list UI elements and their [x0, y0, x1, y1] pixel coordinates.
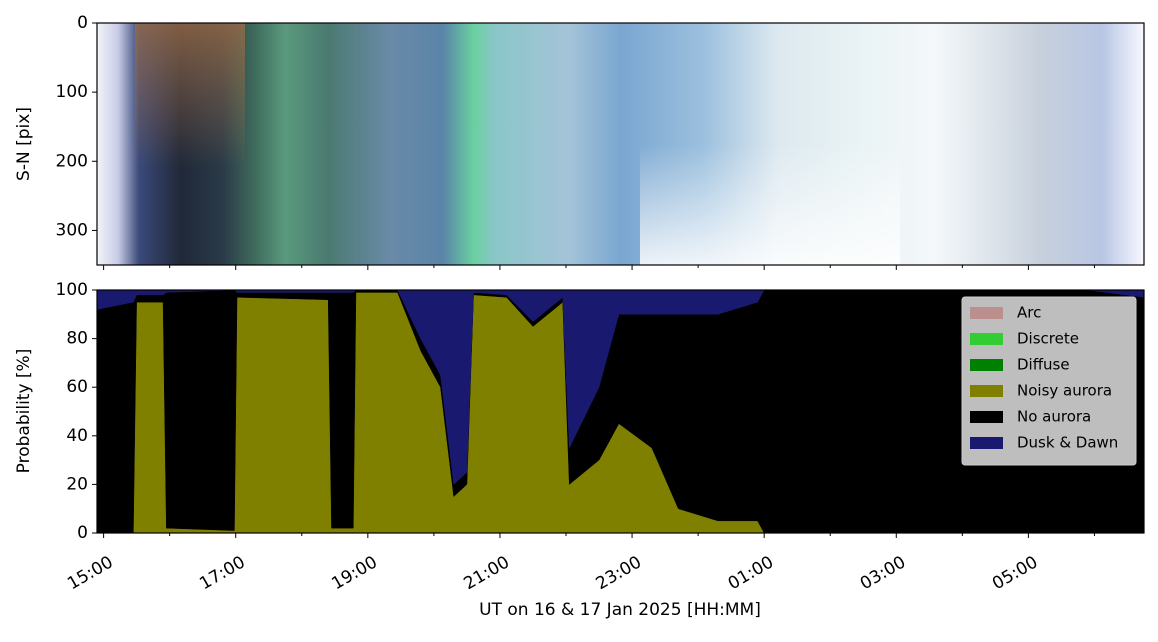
- legend-swatch: [970, 385, 1003, 397]
- keogram-fade: [640, 23, 900, 265]
- keogram-image: [97, 23, 1144, 265]
- keogram-tint: [135, 23, 245, 265]
- y-tick-label: 40: [66, 426, 88, 446]
- y-tick-label: 300: [56, 220, 88, 240]
- y-tick-label: 0: [77, 13, 88, 33]
- x-tick-label: 23:00: [593, 552, 645, 594]
- axes-frame: [96, 22, 1145, 266]
- y-tick-label: 0: [77, 523, 88, 543]
- x-tick-label: 21:00: [461, 552, 513, 594]
- y-tick-label: 20: [66, 474, 88, 494]
- y-tick-label: 100: [56, 82, 88, 102]
- legend-label: Dusk & Dawn: [1017, 434, 1118, 452]
- legend-label: Diffuse: [1017, 356, 1070, 374]
- legend-swatch: [970, 307, 1003, 319]
- x-tick-label: 01:00: [725, 552, 777, 594]
- axes-frame: [96, 289, 1145, 534]
- y-tick-label: 100: [56, 280, 88, 300]
- y-tick-label: 80: [66, 329, 88, 349]
- y-tick-label: 60: [66, 377, 88, 397]
- legend-box: [961, 296, 1137, 466]
- x-tick-label: 17:00: [196, 552, 248, 594]
- x-tick-label: 15:00: [64, 552, 116, 594]
- keogram-base: [97, 23, 1144, 265]
- legend-label: Arc: [1017, 304, 1041, 322]
- x-tick-label: 19:00: [328, 552, 380, 594]
- legend-label: Discrete: [1017, 330, 1079, 348]
- y-tick-label: 200: [56, 151, 88, 171]
- legend-swatch: [970, 437, 1003, 449]
- legend-swatch: [970, 333, 1003, 345]
- legend-swatch: [970, 411, 1003, 423]
- y-axis-label: Probability [%]: [14, 349, 34, 474]
- legend-swatch: [970, 359, 1003, 371]
- legend-label: Noisy aurora: [1017, 382, 1112, 400]
- x-tick-label: 03:00: [857, 552, 909, 594]
- x-tick-label: 05:00: [989, 552, 1041, 594]
- y-axis-label: S-N [pix]: [14, 107, 34, 181]
- legend: Arc Discrete Diffuse Noisy aurora No aurora D…: [961, 296, 1137, 466]
- legend-label: No aurora: [1017, 408, 1091, 426]
- x-axis-label: UT on 16 & 17 Jan 2025 [HH:MM]: [479, 600, 761, 620]
